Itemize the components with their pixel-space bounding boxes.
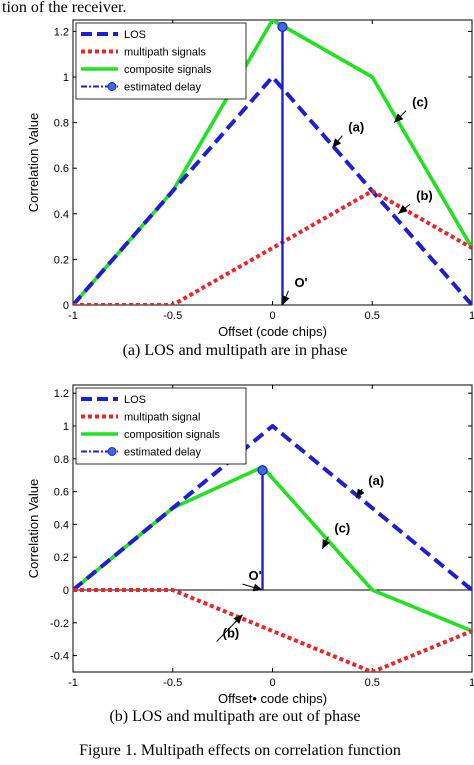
annotation-arrow-head [233, 614, 243, 624]
caption-b: (b) LOS and multipath are out of phase [109, 708, 360, 725]
y-tick-label: 0.8 [54, 454, 69, 466]
y-axis-title: Correlation Value [26, 479, 41, 578]
x-axis-title: Offset• code chips) [218, 691, 327, 706]
y-axis-title: Correlation Value [26, 113, 41, 212]
annotation-arrow-head [282, 295, 290, 305]
series-dotted [73, 588, 472, 672]
legend-label: composition signals [124, 429, 220, 441]
series-line-dashed [73, 75, 472, 305]
series-line-dashed [73, 424, 472, 592]
y-tick-label: 0.4 [54, 209, 69, 221]
series-stem [257, 465, 268, 590]
x-axis-title: Offset (code chips) [218, 324, 327, 339]
legend-label: multipath signals [124, 47, 206, 59]
annotation-arrow-head [398, 205, 408, 214]
annotation-label: (b) [416, 188, 433, 203]
series-line-dotted [73, 588, 472, 672]
annotation-arrow-head [322, 539, 330, 549]
plot-b: -1 -0.5 0 0.5 1 -0.4 -0.2 0 0.2 0.4 0.6 0.8 1 1.2 Offs… [26, 384, 474, 706]
annotation-label: (c) [412, 95, 428, 110]
y-tick-label: 0.6 [54, 487, 69, 499]
series-line-dotted [73, 189, 472, 305]
y-tick-label: 0 [63, 300, 69, 312]
annotation-label: (a) [348, 120, 364, 135]
series-dashed [73, 424, 472, 592]
x-tick-label: -1 [68, 677, 78, 689]
legend-label: LOS [124, 29, 146, 41]
x-tick-label: 0 [269, 677, 275, 689]
series-dashed [73, 75, 472, 305]
series-dotted [73, 189, 472, 305]
y-tick-label: 1.2 [54, 26, 69, 38]
caption-a: (a) LOS and multipath are in phase [123, 342, 348, 359]
legend-label: composite signals [124, 64, 212, 76]
annotation-label: O' [249, 568, 262, 583]
x-tick-label: 1 [469, 310, 474, 322]
y-tick-label: 0.8 [54, 118, 69, 130]
y-tick-label: 0.4 [54, 519, 69, 531]
legend-label: estimated delay [124, 82, 202, 94]
legend-marker-estimated-delay [107, 82, 117, 91]
legend-label: multipath signal [124, 412, 200, 424]
annotation-label: (c) [334, 521, 350, 536]
y-tick-label: 1.2 [54, 388, 69, 400]
x-tick-label: -0.5 [163, 677, 182, 689]
annotation-label: O' [294, 275, 307, 290]
annotation-arrow-head [394, 113, 404, 123]
series-stem [277, 21, 288, 305]
y-tick-label: 0 [63, 585, 69, 597]
y-tick-label: 1 [63, 421, 69, 433]
annotation-label: (a) [368, 473, 384, 488]
y-tick-label: 1 [63, 72, 69, 84]
estimated-delay-marker [257, 465, 268, 476]
header-text: tion of the receiver. [2, 0, 126, 16]
annotation-arrow-head [356, 488, 365, 499]
annotation-arrow-head [332, 138, 342, 148]
y-tick-label: 0.2 [54, 552, 69, 564]
annotation-arrow-head [252, 583, 263, 592]
y-tick-label: 0.6 [54, 163, 69, 175]
y-tick-label: -0.2 [50, 618, 69, 630]
annotation-label: (b) [223, 626, 240, 641]
x-tick-label: 1 [469, 677, 474, 689]
x-tick-label: -1 [68, 310, 78, 322]
y-tick-label: 0.2 [54, 254, 69, 266]
legend-marker-estimated-delay [107, 447, 117, 456]
x-tick-label: 0 [269, 310, 275, 322]
y-tick-label: -0.4 [50, 651, 69, 663]
estimated-delay-marker [277, 21, 288, 32]
legend-label: LOS [124, 394, 146, 406]
legend-label: estimated delay [124, 447, 202, 459]
x-tick-label: -0.5 [163, 310, 182, 322]
figure-caption: Figure 1. Multipath effects on correlati… [79, 742, 401, 759]
x-tick-label: 0.5 [365, 677, 380, 689]
x-tick-label: 0.5 [365, 310, 380, 322]
plot-a: -1 -0.5 0 0.5 1 0 0.2 0.4 0.6 0.8 1 1.2 Offset (code… [26, 19, 474, 339]
